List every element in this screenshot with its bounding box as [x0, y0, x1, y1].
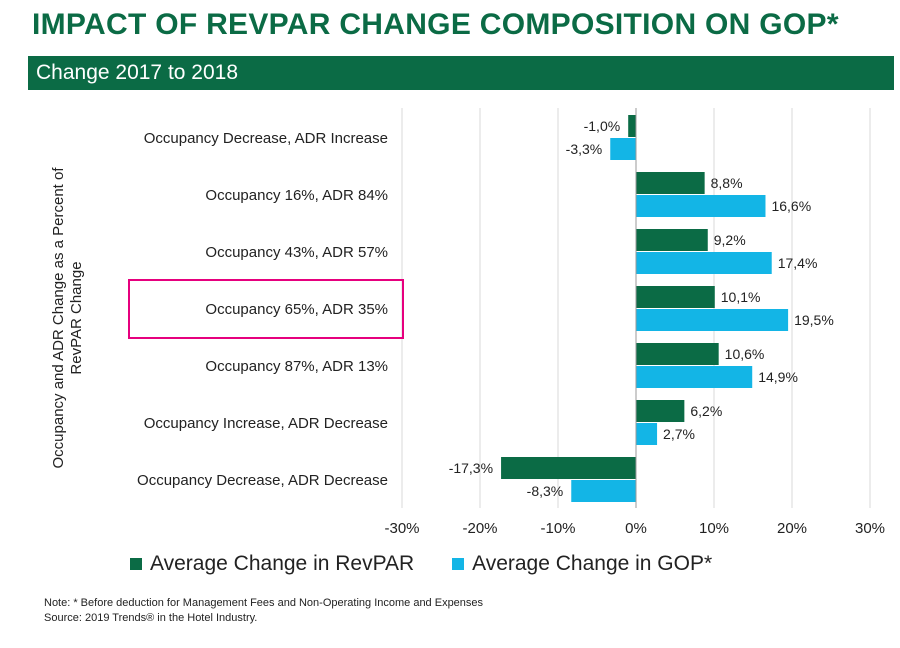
legend-swatch-gop	[452, 558, 465, 570]
bar-gop	[636, 366, 753, 388]
category-label: Occupancy Increase, ADR Decrease	[144, 415, 388, 432]
x-tick-label: -30%	[384, 520, 419, 537]
page-title: IMPACT OF REVPAR CHANGE COMPOSITION ON G…	[32, 8, 839, 41]
data-label-revpar: 6,2%	[690, 403, 722, 419]
data-label-gop: -3,3%	[566, 141, 603, 157]
footnote-source: Source: 2019 Trends® in the Hotel Indust…	[44, 612, 258, 624]
x-tick-label: 10%	[699, 520, 729, 537]
bar-gop	[636, 423, 658, 445]
bar-revpar	[636, 343, 719, 365]
legend-label-revpar: Average Change in RevPAR	[150, 552, 415, 575]
bar-revpar	[636, 286, 715, 308]
footnotes: Note: * Before deduction for Management …	[44, 596, 483, 626]
x-tick-label: -10%	[540, 520, 575, 537]
data-label-gop: 17,4%	[778, 255, 818, 271]
bar-revpar	[628, 115, 636, 137]
category-label: Occupancy Decrease, ADR Increase	[144, 130, 388, 147]
x-tick-label: -20%	[462, 520, 497, 537]
bar-gop	[636, 195, 766, 217]
data-label-revpar: 10,6%	[725, 346, 765, 362]
data-label-gop: 19,5%	[794, 312, 834, 328]
highlight-box	[128, 279, 404, 339]
x-tick-label: 20%	[777, 520, 807, 537]
data-label-gop: 14,9%	[758, 369, 798, 385]
data-label-revpar: -1,0%	[584, 118, 621, 134]
legend-label-gop: Average Change in GOP*	[472, 552, 713, 575]
legend-item-revpar: Average Change in RevPAR	[130, 552, 414, 576]
data-label-gop: -8,3%	[527, 483, 564, 499]
legend-swatch-revpar	[130, 558, 142, 570]
category-label: Occupancy Decrease, ADR Decrease	[137, 472, 388, 489]
bar-gop	[610, 138, 636, 160]
category-label: Occupancy 87%, ADR 13%	[205, 358, 388, 375]
category-label: Occupancy 65%, ADR 35%	[205, 301, 388, 318]
bar-revpar	[636, 400, 685, 422]
data-label-revpar: 10,1%	[721, 289, 761, 305]
bar-revpar	[501, 457, 636, 479]
subtitle: Change 2017 to 2018	[36, 61, 239, 84]
data-label-gop: 2,7%	[663, 426, 695, 442]
x-tick-label: 0%	[625, 520, 647, 537]
x-tick-label: 30%	[855, 520, 885, 537]
data-label-revpar: -17,3%	[449, 460, 493, 476]
subtitle-banner: Change 2017 to 2018	[28, 56, 894, 90]
data-label-revpar: 8,8%	[711, 175, 743, 191]
category-label: Occupancy 43%, ADR 57%	[205, 244, 388, 261]
legend-item-gop: Average Change in GOP*	[452, 552, 712, 576]
bar-revpar	[636, 229, 708, 251]
category-label: Occupancy 16%, ADR 84%	[205, 187, 388, 204]
bar-gop	[636, 309, 789, 331]
data-label-gop: 16,6%	[771, 198, 811, 214]
data-label-revpar: 9,2%	[714, 232, 746, 248]
bar-revpar	[636, 172, 705, 194]
bar-gop	[571, 480, 636, 502]
footnote-note: Note: * Before deduction for Management …	[44, 597, 484, 609]
bar-gop	[636, 252, 772, 274]
legend: Average Change in RevPAR Average Change …	[130, 552, 744, 576]
y-axis-title: Occupancy and ADR Change as a Percent of…	[50, 167, 85, 469]
